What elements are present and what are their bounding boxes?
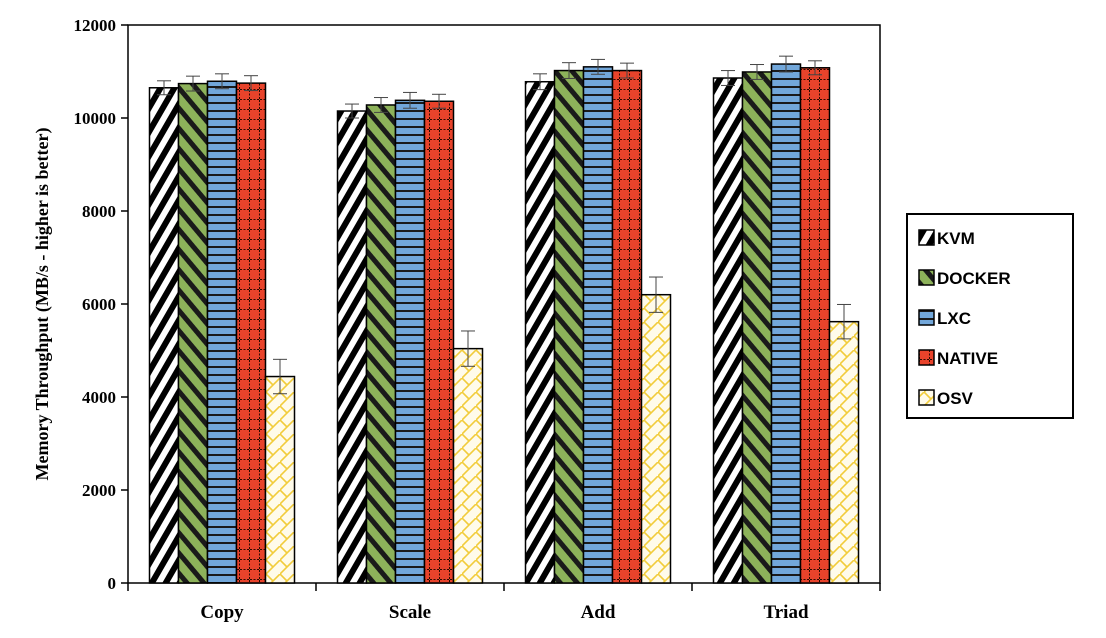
y-tick-label: 0 <box>108 574 117 593</box>
bar-native-scale <box>423 100 455 584</box>
bar-native-add <box>611 69 643 584</box>
bar-lxc-scale <box>394 99 426 584</box>
bar-kvm-triad <box>712 77 744 584</box>
y-axis: 0 2000 4000 6000 8000 10000 12000 <box>74 16 128 593</box>
y-tick-label: 2000 <box>82 481 116 500</box>
bar-osv-scale <box>452 347 484 584</box>
legend-label-osv: OSV <box>937 389 974 408</box>
y-tick-label: 4000 <box>82 388 116 407</box>
bar-lxc-add <box>582 66 614 584</box>
bar-kvm-scale <box>336 110 368 584</box>
x-category-label: Copy <box>200 602 244 623</box>
bar-osv-add <box>640 293 672 584</box>
y-tick-label: 12000 <box>74 16 117 35</box>
bar-lxc-copy <box>206 80 238 584</box>
bar-docker-triad <box>741 71 773 584</box>
legend-swatch-osv <box>918 389 935 406</box>
bar-osv-copy <box>264 375 296 584</box>
x-category-label: Scale <box>389 602 431 623</box>
bar-native-triad <box>799 67 831 584</box>
bar-kvm-add <box>524 80 556 584</box>
legend-label-lxc: LXC <box>937 309 971 328</box>
legend-label-kvm: KVM <box>937 229 975 248</box>
legend-label-docker: DOCKER <box>937 269 1011 288</box>
y-tick-label: 10000 <box>74 109 117 128</box>
bar-series-group <box>148 63 860 584</box>
legend-swatch-docker <box>918 269 935 286</box>
bar-kvm-copy <box>148 87 180 584</box>
y-tick-label: 6000 <box>82 295 116 314</box>
error-bar-group <box>157 55 851 395</box>
x-category-label: Triad <box>763 602 808 623</box>
y-axis-title: Memory Throughput (MB/s - higher is bett… <box>32 128 53 481</box>
y-tick-label: 8000 <box>82 202 116 221</box>
legend-swatch-native <box>918 349 935 366</box>
bar-native-copy <box>235 82 267 584</box>
bar-osv-triad <box>828 320 860 584</box>
bar-docker-add <box>553 69 585 584</box>
legend-label-native: NATIVE <box>937 349 998 368</box>
x-category-label: Add <box>581 602 616 623</box>
legend-swatch-kvm <box>918 229 935 246</box>
legend: KVM DOCKER LXC NATIVE OSV <box>906 213 1074 419</box>
legend-swatch-lxc <box>918 309 935 326</box>
x-axis: Copy Scale Add Triad <box>127 583 881 623</box>
bar-docker-scale <box>365 104 397 584</box>
bar-docker-copy <box>177 82 209 584</box>
bar-lxc-triad <box>770 63 802 584</box>
